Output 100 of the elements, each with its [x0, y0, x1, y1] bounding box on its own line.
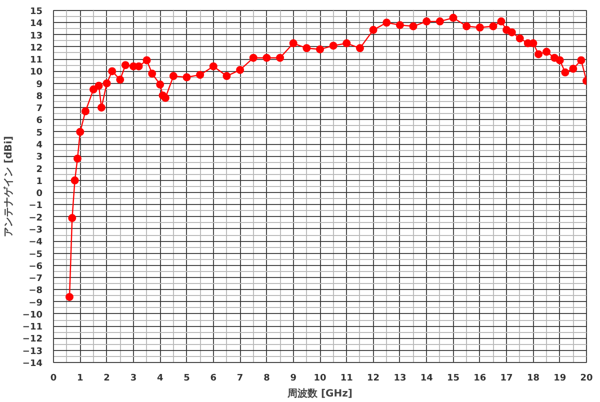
y-tick-label: 7 [36, 104, 43, 114]
y-tick-label: 15 [30, 7, 43, 17]
y-tick-label: −14 [22, 359, 43, 369]
point [409, 22, 418, 30]
y-tick-label: −5 [28, 250, 43, 260]
point [436, 17, 444, 26]
y-tick-label: −13 [22, 346, 43, 357]
y-tick-label: 9 [36, 80, 43, 90]
point [422, 17, 431, 26]
point [89, 85, 98, 94]
x-tick-label: 16 [474, 374, 486, 384]
y-tick-label: −7 [28, 274, 43, 284]
x-tick-label: 17 [500, 374, 513, 384]
x-tick-label: 5 [184, 374, 190, 384]
point [142, 56, 151, 64]
x-tick-label: 11 [340, 374, 353, 384]
y-axis-title: アンテナゲイン [dBi] [2, 136, 14, 237]
y-tick-label: −4 [28, 238, 43, 248]
y-tick-label: −12 [22, 334, 43, 345]
point [156, 80, 164, 89]
point [396, 21, 404, 30]
point [342, 39, 351, 48]
x-tick-label: 0 [50, 374, 57, 384]
y-tick-label: 2 [36, 164, 43, 175]
point [116, 76, 124, 84]
point [65, 292, 74, 301]
point [316, 45, 324, 54]
point [97, 104, 106, 112]
y-tick-label: 4 [36, 140, 43, 151]
point [209, 62, 218, 70]
point [276, 54, 284, 62]
point [569, 64, 578, 73]
y-tick-label: 3 [36, 152, 43, 163]
point [68, 214, 76, 222]
x-tick-label: 6 [210, 374, 217, 384]
point [577, 56, 586, 64]
y-tick-label: 5 [36, 128, 43, 138]
point [148, 70, 156, 78]
y-tick-label: 11 [30, 56, 43, 66]
x-tick-label: 3 [130, 374, 137, 384]
point [356, 44, 364, 52]
x-tick-label: 4 [156, 374, 164, 384]
point [449, 14, 458, 22]
x-tick-label: 20 [580, 374, 593, 384]
x-tick-label: 2 [104, 374, 110, 384]
x-tick-label: 12 [367, 374, 380, 384]
y-tick-label: 0 [36, 189, 43, 200]
y-tick-label: 6 [36, 116, 43, 126]
point [121, 61, 130, 70]
x-tick-label: 7 [236, 374, 244, 384]
point [462, 22, 471, 30]
point [94, 82, 103, 90]
y-tick-label: 10 [30, 68, 43, 78]
x-tick-label: 8 [264, 374, 270, 384]
y-tick-label: 8 [36, 92, 43, 102]
x-tick-label: 9 [290, 374, 296, 384]
point [497, 17, 506, 26]
y-tick-label: 13 [30, 31, 43, 42]
x-tick-label: 10 [314, 374, 326, 384]
point [182, 73, 191, 82]
point [369, 26, 378, 34]
x-tick-label: 14 [420, 374, 433, 384]
y-tick-label: −8 [28, 286, 43, 296]
y-tick-label: −2 [28, 213, 43, 224]
point [262, 54, 271, 62]
y-tick-label: −3 [28, 225, 43, 236]
point [81, 107, 90, 116]
point [289, 39, 298, 48]
point [249, 54, 258, 62]
point [169, 72, 178, 80]
point [196, 70, 204, 79]
point [556, 56, 564, 64]
point [382, 18, 391, 27]
point [102, 79, 111, 88]
point [508, 28, 516, 36]
y-tick-label: 12 [30, 43, 43, 54]
point [476, 24, 484, 32]
y-tick-label: −10 [22, 310, 43, 320]
point [236, 66, 244, 74]
x-tick-label: 13 [394, 374, 406, 384]
point [73, 154, 82, 163]
x-tick-label: 19 [554, 374, 566, 384]
y-tick-label: −6 [28, 262, 43, 272]
point [161, 94, 170, 102]
x-axis-title: 周波数 [GHz] [286, 388, 353, 400]
x-tick-label: 15 [446, 374, 460, 384]
point [70, 176, 79, 184]
point [76, 128, 84, 136]
point [542, 48, 551, 56]
point [329, 42, 338, 50]
y-tick-label: −9 [28, 298, 43, 308]
point [561, 68, 570, 76]
x-tick-label: 18 [526, 374, 540, 384]
y-tick-label: 1 [36, 176, 43, 187]
point [534, 50, 543, 58]
y-tick-label: 14 [30, 19, 43, 30]
y-tick-label: −11 [22, 322, 43, 333]
point [222, 72, 231, 80]
point [302, 44, 311, 52]
point [108, 67, 116, 76]
